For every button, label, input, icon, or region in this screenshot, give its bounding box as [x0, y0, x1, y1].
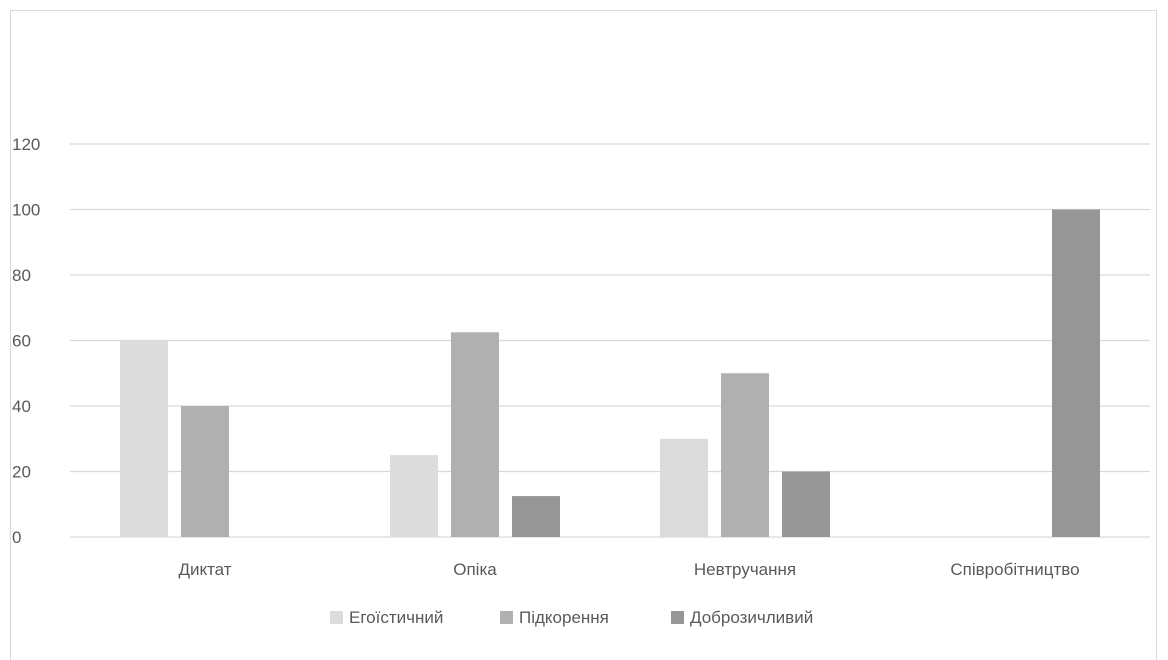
y-axis-tick-labels: 0 20 40 60 80 100 120 — [12, 135, 40, 547]
bar-1-0 — [390, 455, 438, 537]
legend-swatch — [500, 611, 513, 624]
y-tick-label: 120 — [12, 135, 40, 154]
bar-0-0 — [120, 340, 168, 537]
bar-2-0 — [660, 438, 708, 537]
y-tick-label: 60 — [12, 332, 31, 351]
y-tick-label: 80 — [12, 266, 31, 285]
category-label: Співробітництво — [950, 560, 1079, 579]
gridlines — [70, 143, 1150, 538]
bar-3-2 — [1052, 209, 1100, 537]
legend-label: Підкорення — [519, 608, 609, 627]
y-tick-label: 0 — [12, 528, 21, 547]
category-label: Опіка — [453, 560, 497, 579]
bar-0-1 — [181, 406, 229, 537]
y-tick-label: 20 — [12, 463, 31, 482]
bar-2-2 — [782, 471, 830, 537]
category-label: Диктат — [178, 560, 231, 579]
bar-1-1 — [451, 332, 499, 537]
legend-label: Доброзичливий — [690, 608, 813, 627]
bar-2-1 — [721, 373, 769, 537]
legend-swatch — [330, 611, 343, 624]
legend-swatch — [671, 611, 684, 624]
category-label: Невтручання — [694, 560, 796, 579]
bars — [120, 209, 1100, 537]
y-tick-label: 40 — [12, 397, 31, 416]
x-axis-category-labels: Диктат Опіка Невтручання Співробітництво — [178, 560, 1079, 579]
legend: Егоїстичний Підкорення Доброзичливий — [330, 608, 813, 627]
y-tick-label: 100 — [12, 201, 40, 220]
bar-1-2 — [512, 496, 560, 537]
chart-frame — [10, 10, 1157, 660]
legend-label: Егоїстичний — [349, 608, 443, 627]
